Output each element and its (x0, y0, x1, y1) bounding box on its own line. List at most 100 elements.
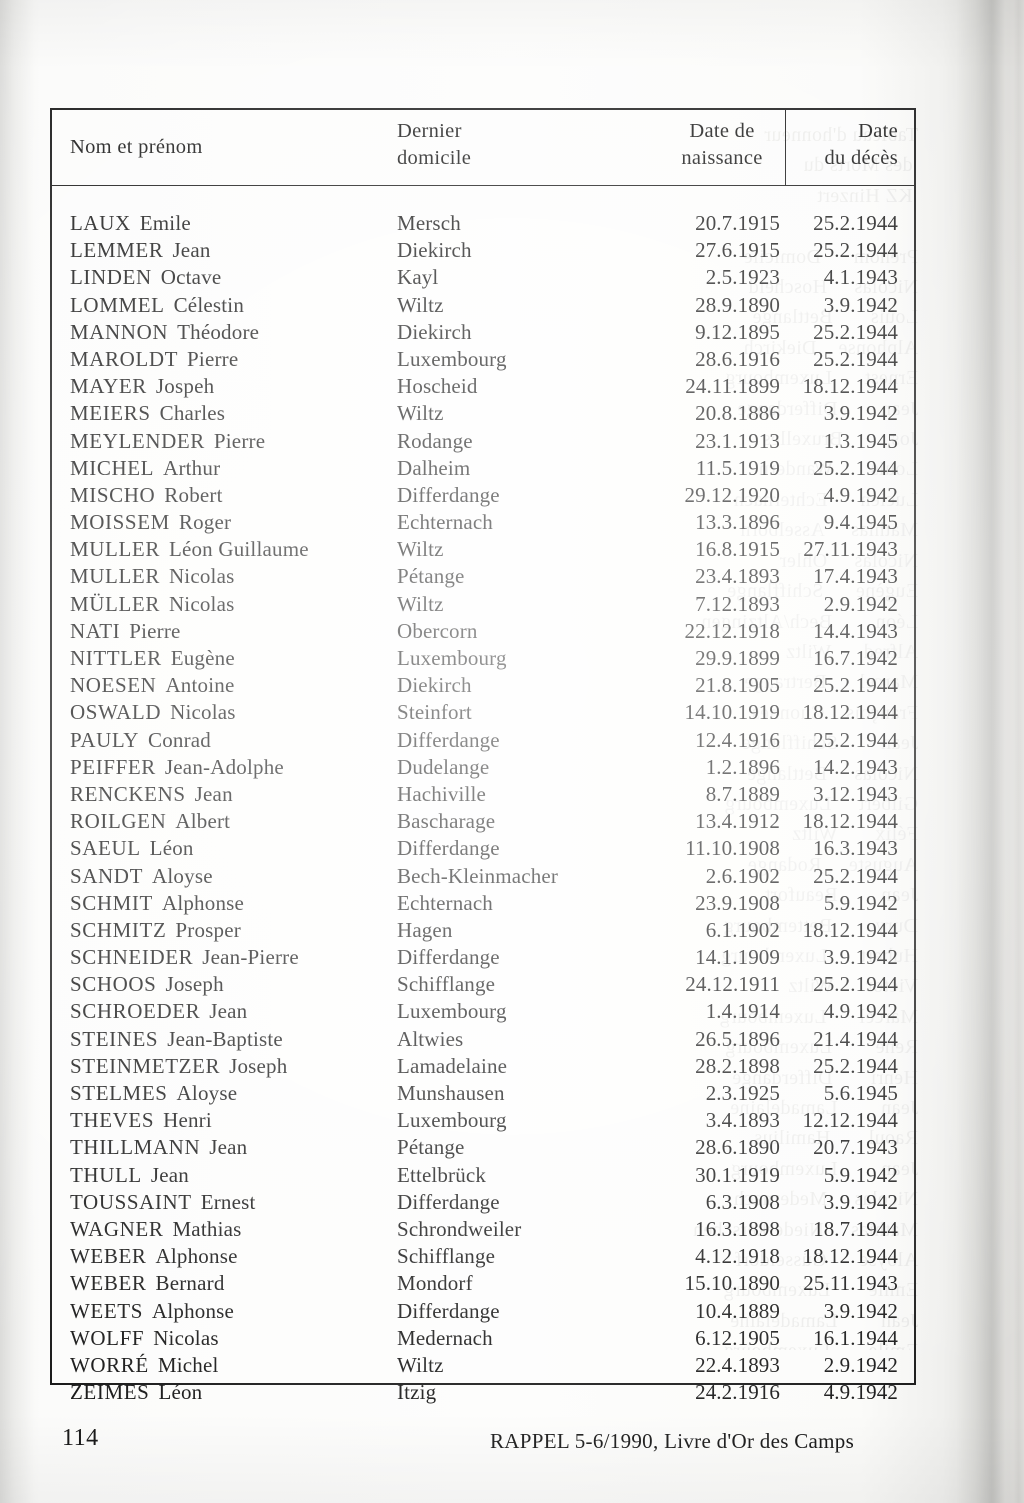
cell-deathdate: 5.9.1942 (823, 1162, 898, 1187)
table-row: ROILGEN Albert Bascharage 13.4.1912 18.12.19… (52, 808, 914, 835)
cell-name: WEETS Alphonse (70, 1298, 234, 1325)
cell-surname: NATI (70, 618, 121, 643)
cell-domicile: Luxembourg (397, 346, 507, 371)
table-row: MAYER Jospeh Hoscheid 24.11.1899 18.12.1944 (52, 373, 914, 400)
cell-surname: WEBER (70, 1244, 147, 1269)
memorial-table: Nom et prénom Dernier domicile Date de n… (50, 108, 916, 1404)
table-row: MÜLLER Nicolas Wiltz 7.12.1893 2.9.1942 (52, 591, 914, 618)
cell-deathdate: 27.11.1943 (803, 537, 898, 562)
cell-deathdate: 14.2.1943 (813, 754, 898, 779)
cell-givenname: Robert (164, 482, 223, 507)
cell-deathdate: 1.3.1945 (823, 428, 898, 453)
cell-name: MEIERS Charles (70, 400, 225, 427)
cell-birthdate: 14.1.1909 (695, 945, 780, 970)
cell-givenname: Jean (209, 999, 248, 1024)
table-row: SCHMIT Alphonse Echternach 23.9.1908 5.9.194… (52, 890, 914, 917)
cell-name: LEMMER Jean (70, 237, 211, 264)
cell-givenname: Henri (163, 1108, 212, 1133)
cell-surname: ZEIMES (70, 1380, 150, 1405)
cell-domicile: Wiltz (397, 1352, 444, 1377)
cell-deathdate: 17.4.1943 (813, 564, 898, 589)
cell-givenname: Octave (160, 265, 222, 290)
cell-birthdate: 1.4.1914 (705, 999, 780, 1024)
cell-domicile: Echternach (397, 510, 493, 535)
table-row: STEINMETZER Joseph Lamadelaine 28.2.1898 25.… (52, 1053, 914, 1080)
cell-birthdate: 28.6.1890 (695, 1135, 780, 1160)
cell-givenname: Jean (150, 1162, 189, 1187)
cell-surname: PEIFFER (70, 754, 156, 779)
cell-domicile: Hoscheid (397, 374, 478, 399)
cell-deathdate: 18.12.1944 (802, 1244, 898, 1269)
cell-name: SAEUL Léon (70, 835, 194, 862)
cell-name: SCHNEIDER Jean-Pierre (70, 944, 299, 971)
cell-birthdate: 3.4.1893 (705, 1108, 780, 1133)
cell-name: RENCKENS Jean (70, 781, 233, 808)
cell-birthdate: 8.7.1889 (705, 781, 780, 806)
cell-birthdate: 29.9.1899 (695, 646, 780, 670)
cell-name: PAULY Conrad (70, 727, 211, 754)
table-row: NITTLER Eugène Luxembourg 29.9.1899 16.7.194… (52, 645, 914, 672)
cell-name: MULLER Nicolas (70, 563, 235, 590)
table-row: THEVES Henri Luxembourg 3.4.1893 12.12.1944 (52, 1107, 914, 1134)
cell-birthdate: 27.6.1915 (695, 238, 780, 263)
cell-deathdate: 25.2.1944 (813, 455, 898, 480)
cell-domicile: Diekirch (397, 673, 472, 698)
cell-domicile: Hagen (397, 917, 453, 942)
cell-deathdate: 5.9.1942 (823, 890, 898, 915)
cell-surname: LAUX (70, 211, 131, 235)
cell-deathdate: 2.9.1942 (823, 1352, 898, 1377)
cell-name: MISCHO Robert (70, 482, 223, 509)
cell-birthdate: 4.12.1918 (695, 1244, 780, 1269)
cell-name: MICHEL Arthur (70, 455, 220, 482)
cell-deathdate: 3.9.1942 (823, 1189, 898, 1214)
cell-name: MOISSEM Roger (70, 509, 231, 536)
cell-name: SANDT Aloyse (70, 863, 213, 890)
cell-birthdate: 2.6.1902 (705, 863, 780, 888)
cell-domicile: Differdange (397, 727, 500, 752)
cell-givenname: Eugène (170, 646, 235, 670)
cell-name: WORRÉ Michel (70, 1352, 219, 1379)
cell-surname: SCHNEIDER (70, 945, 194, 970)
cell-name: LINDEN Octave (70, 264, 221, 291)
cell-deathdate: 25.2.1944 (813, 863, 898, 888)
table-row: MEIERS Charles Wiltz 20.8.1886 3.9.1942 (52, 400, 914, 427)
cell-birthdate: 28.6.1916 (695, 346, 780, 371)
cell-deathdate: 16.3.1943 (813, 836, 898, 861)
cell-name: WEBER Alphonse (70, 1243, 238, 1270)
cell-deathdate: 5.6.1945 (823, 1081, 898, 1105)
cell-domicile: Medernach (397, 1325, 493, 1350)
cell-surname: MÜLLER (70, 591, 160, 616)
cell-name: SCHMITZ Prosper (70, 917, 241, 944)
cell-domicile: Mersch (397, 211, 461, 235)
cell-birthdate: 28.2.1898 (695, 1053, 780, 1078)
cell-birthdate: 2.5.1923 (705, 265, 780, 290)
cell-name: THILLMANN Jean (70, 1134, 247, 1161)
cell-deathdate: 18.7.1944 (813, 1216, 898, 1241)
left-page-edge-shadow (0, 0, 34, 1503)
cell-givenname: Jean (172, 238, 211, 263)
cell-birthdate: 28.9.1890 (695, 292, 780, 317)
cell-name: LAUX Emile (70, 210, 191, 237)
cell-surname: SCHMIT (70, 890, 153, 915)
cell-domicile: Altwies (397, 1026, 464, 1051)
cell-name: WEBER Bernard (70, 1270, 225, 1297)
table-row: WAGNER Mathias Schrondweiler 16.3.1898 18.7.… (52, 1216, 914, 1243)
cell-surname: MULLER (70, 564, 160, 589)
table-row: MAROLDT Pierre Luxembourg 28.6.1916 25.2.194… (52, 346, 914, 373)
cell-birthdate: 12.4.1916 (695, 727, 780, 752)
cell-domicile: Kayl (397, 265, 439, 290)
cell-name: SCHMIT Alphonse (70, 890, 244, 917)
cell-surname: WOLFF (70, 1325, 145, 1350)
cell-surname: MISCHO (70, 482, 156, 507)
cell-givenname: Jean-Pierre (202, 945, 299, 970)
cell-surname: SCHOOS (70, 972, 157, 997)
cell-domicile: Diekirch (397, 319, 472, 344)
cell-domicile: Bascharage (397, 809, 496, 834)
cell-deathdate: 16.7.1942 (813, 646, 898, 670)
cell-birthdate: 29.12.1920 (684, 482, 780, 507)
cell-givenname: Roger (178, 510, 232, 535)
cell-birthdate: 22.4.1893 (695, 1352, 780, 1377)
cell-birthdate: 6.1.1902 (705, 917, 780, 942)
cell-name: OSWALD Nicolas (70, 699, 236, 726)
cell-givenname: Aloyse (176, 1081, 238, 1105)
